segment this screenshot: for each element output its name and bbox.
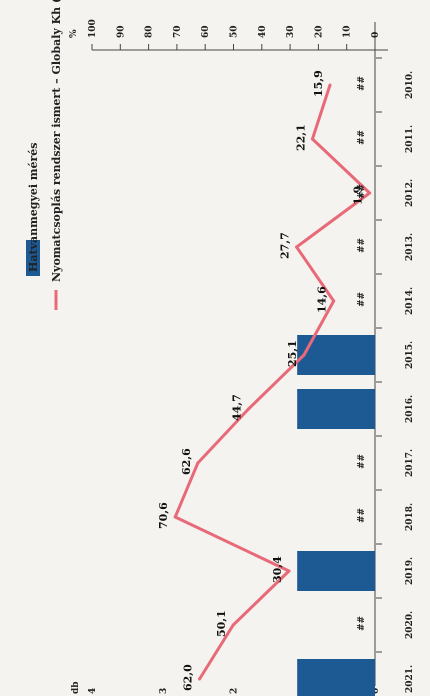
line-data-label: 50,1 xyxy=(215,610,228,637)
line-point xyxy=(198,677,202,681)
category-axis: 2010. ## 2011. ## 2012. ## 2013. ## 2014. ## 2015.… xyxy=(357,57,415,693)
line-point xyxy=(368,191,372,195)
line-path xyxy=(173,84,372,680)
category-small-label: ## xyxy=(357,184,367,199)
line-series xyxy=(173,83,372,681)
right-tick-label: 50 xyxy=(230,25,240,38)
bar xyxy=(297,659,375,696)
category-small-label: ## xyxy=(357,130,367,145)
right-tick-label: 60 xyxy=(201,25,211,38)
category-label: 2019. xyxy=(405,557,415,585)
line-data-label: 1,9 xyxy=(352,186,365,205)
line-data-label: 44,7 xyxy=(230,394,243,421)
bars xyxy=(297,335,375,696)
right-tick-label: 100 xyxy=(88,19,98,38)
right-tick-label: 70 xyxy=(173,25,183,38)
left-tick-label: 3 xyxy=(159,688,169,694)
legend: Hatvanmegyei mérés Nyomatcsoplás rendsze… xyxy=(26,0,63,310)
line-data-label: 30,4 xyxy=(271,556,284,583)
line-point xyxy=(310,137,314,141)
left-axis-unit: db xyxy=(71,681,81,694)
right-axis-unit: % xyxy=(69,29,79,38)
right-tick-label: 30 xyxy=(286,25,296,38)
category-label: 2012. xyxy=(405,179,415,207)
right-axis: 0 10 20 30 40 50 60 70 80 90 100% xyxy=(69,19,381,50)
category-label: 2010. xyxy=(405,71,415,99)
line-point xyxy=(246,407,250,411)
line-point xyxy=(332,299,336,303)
line-point xyxy=(302,353,306,357)
right-tick-label: 10 xyxy=(343,25,353,38)
right-tick-label: 20 xyxy=(314,25,324,38)
category-small-label: ## xyxy=(357,292,367,307)
line-data-label: 27,7 xyxy=(279,232,292,259)
legend-bar-label: Hatvanmegyei mérés xyxy=(27,143,40,272)
right-tick-label: 40 xyxy=(258,25,268,38)
category-small-label: ## xyxy=(357,454,367,469)
right-tick-label: 0 xyxy=(371,32,381,38)
legend-line-label: Nyomatcsoplás rendszer ismert – Globaly … xyxy=(50,0,63,282)
category-label: 2011. xyxy=(405,125,415,153)
line-point xyxy=(287,569,291,573)
line-data-label: 14,6 xyxy=(316,286,329,313)
line-data-label: 62,6 xyxy=(180,448,193,475)
right-tick-label: 80 xyxy=(145,25,155,38)
category-label: 2014. xyxy=(405,287,415,315)
line-point xyxy=(295,245,299,249)
line-point xyxy=(173,515,177,519)
line-point xyxy=(231,623,235,627)
line-point xyxy=(196,461,200,465)
data-labels: 15,9 22,1 1,9 27,7 14,6 25,1 44,7 62,6 70,6 30,4 5… xyxy=(157,70,364,691)
right-tick-label: 90 xyxy=(116,25,126,38)
category-small-label: ## xyxy=(357,508,367,523)
category-small-label: ## xyxy=(357,76,367,91)
line-data-label: 22,1 xyxy=(294,124,307,151)
bar xyxy=(297,389,375,429)
category-label: 2013. xyxy=(405,233,415,261)
category-small-label: ## xyxy=(357,238,367,253)
line-data-label: 70,6 xyxy=(157,502,170,529)
bar xyxy=(297,551,375,591)
line-point xyxy=(328,83,332,87)
left-tick-label: 4 xyxy=(88,688,98,694)
line-data-label: 62,0 xyxy=(182,664,195,691)
category-small-label: ## xyxy=(357,616,367,631)
line-data-label: 15,9 xyxy=(312,70,325,97)
category-label: 2021. xyxy=(405,665,415,693)
category-label: 2018. xyxy=(405,503,415,531)
bar xyxy=(297,335,375,375)
category-label: 2017. xyxy=(405,449,415,477)
category-label: 2016. xyxy=(405,395,415,423)
category-label: 2020. xyxy=(405,611,415,639)
line-data-label: 25,1 xyxy=(286,340,299,367)
category-label: 2015. xyxy=(405,341,415,369)
left-tick-label: 2 xyxy=(230,688,240,694)
legend-bar-swatch xyxy=(26,240,40,276)
left-tick-label: 0 xyxy=(371,688,381,694)
